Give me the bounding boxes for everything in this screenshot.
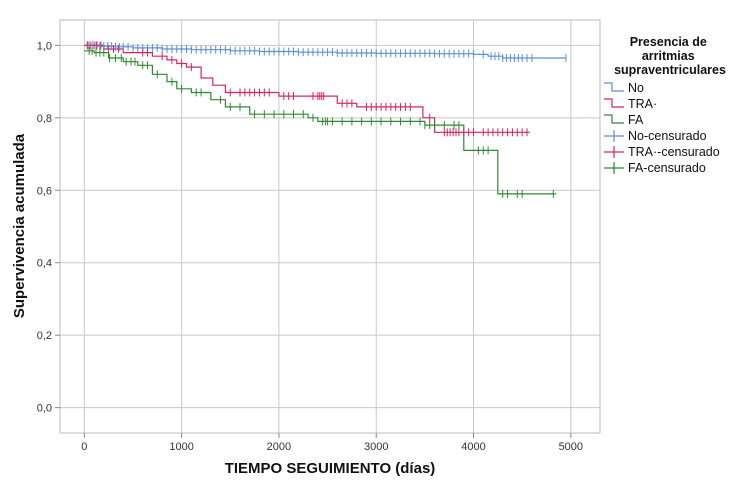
legend-title-line-2: arritmias (642, 49, 695, 63)
y-tick-label: 0,6 (37, 185, 52, 197)
y-tick-label: 0,8 (37, 113, 52, 125)
x-tick-label: 0 (81, 441, 87, 453)
plot-area (59, 19, 601, 434)
censor-marks (86, 41, 567, 198)
x-tick-label: 4000 (461, 441, 485, 453)
x-axis-ticks: 0 1000 2000 3000 4000 5000 (81, 433, 583, 453)
legend-swatch-line (604, 98, 624, 108)
legend-title-line-1: Presencia de (630, 35, 707, 49)
y-tick-label: 0,2 (37, 330, 52, 342)
legend-entry-label: No-censurado (628, 129, 707, 143)
x-tick-label: 5000 (559, 441, 583, 453)
legend-entry-label: TRA·-censurado (628, 145, 720, 159)
y-axis-ticks: 0,0 0,2 0,4 0,6 0,8 1,0 (37, 40, 60, 415)
legend-entry-label: FA (628, 113, 644, 127)
x-tick-label: 2000 (267, 441, 291, 453)
y-tick-label: 0,0 (37, 403, 52, 415)
legend-entry-label: TRA· (628, 97, 657, 111)
legend-entries: No TRA· FA No-censurado TRA·-censurado FA-cen… (604, 81, 720, 175)
legend-swatch-line (604, 114, 624, 124)
x-tick-label: 3000 (364, 441, 388, 453)
legend-swatch-line (604, 82, 624, 92)
legend-entry-label: FA-censurado (628, 161, 706, 175)
y-axis-label: Supervivencia acumulada (11, 133, 28, 318)
legend-title: Presencia de arritmias supraventriculare… (614, 35, 726, 77)
legend-entry-label: No (628, 81, 644, 95)
legend: Presencia de arritmias supraventriculare… (604, 35, 726, 175)
plot-frame (59, 19, 601, 434)
x-tick-label: 1000 (169, 441, 193, 453)
grid-lines (60, 20, 600, 433)
x-axis-label: TIEMPO SEGUIMIENTO (días) (225, 460, 436, 477)
y-tick-label: 0,4 (37, 258, 52, 270)
y-tick-label: 1,0 (37, 40, 52, 52)
legend-title-line-3: supraventriculares (614, 63, 726, 77)
